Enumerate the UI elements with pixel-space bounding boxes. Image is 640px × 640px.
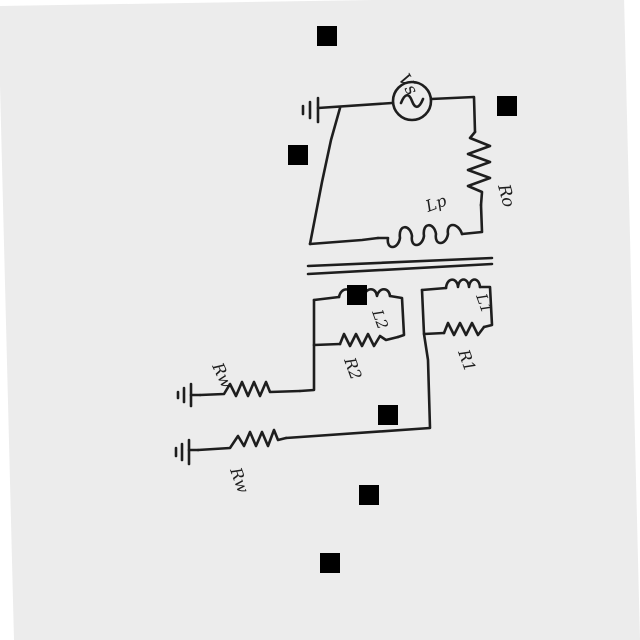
primary-bottom-wire	[308, 236, 380, 246]
resistor-r1	[442, 321, 486, 337]
marker-squares	[288, 26, 517, 573]
transformer-core	[306, 256, 494, 276]
resistor-ro	[466, 130, 492, 207]
ground-symbol-load-bottom	[174, 438, 191, 466]
primary-top-wire-right	[429, 95, 477, 134]
inductor-l1	[444, 278, 482, 290]
ac-source	[391, 80, 433, 122]
marker-square	[320, 553, 340, 573]
inductor-l1-label: L1	[472, 290, 496, 315]
resistor-r2	[338, 332, 400, 348]
inductor-lp	[376, 223, 464, 249]
marker-square	[359, 485, 379, 505]
resistor-rw-top	[198, 380, 302, 398]
marker-square	[347, 285, 367, 305]
marker-square	[378, 405, 398, 425]
primary-top-wire-left	[316, 101, 394, 110]
marker-square	[317, 26, 337, 46]
primary-left-wire	[308, 106, 342, 246]
marker-square	[288, 145, 308, 165]
inductor-l2-label: L2	[368, 306, 392, 331]
ground-symbol-primary	[301, 96, 320, 124]
secondary-left-branch: L2 R2	[298, 287, 406, 393]
primary-right-wire	[460, 203, 484, 236]
marker-square	[497, 96, 517, 116]
resistor-rw-bottom	[196, 428, 288, 452]
